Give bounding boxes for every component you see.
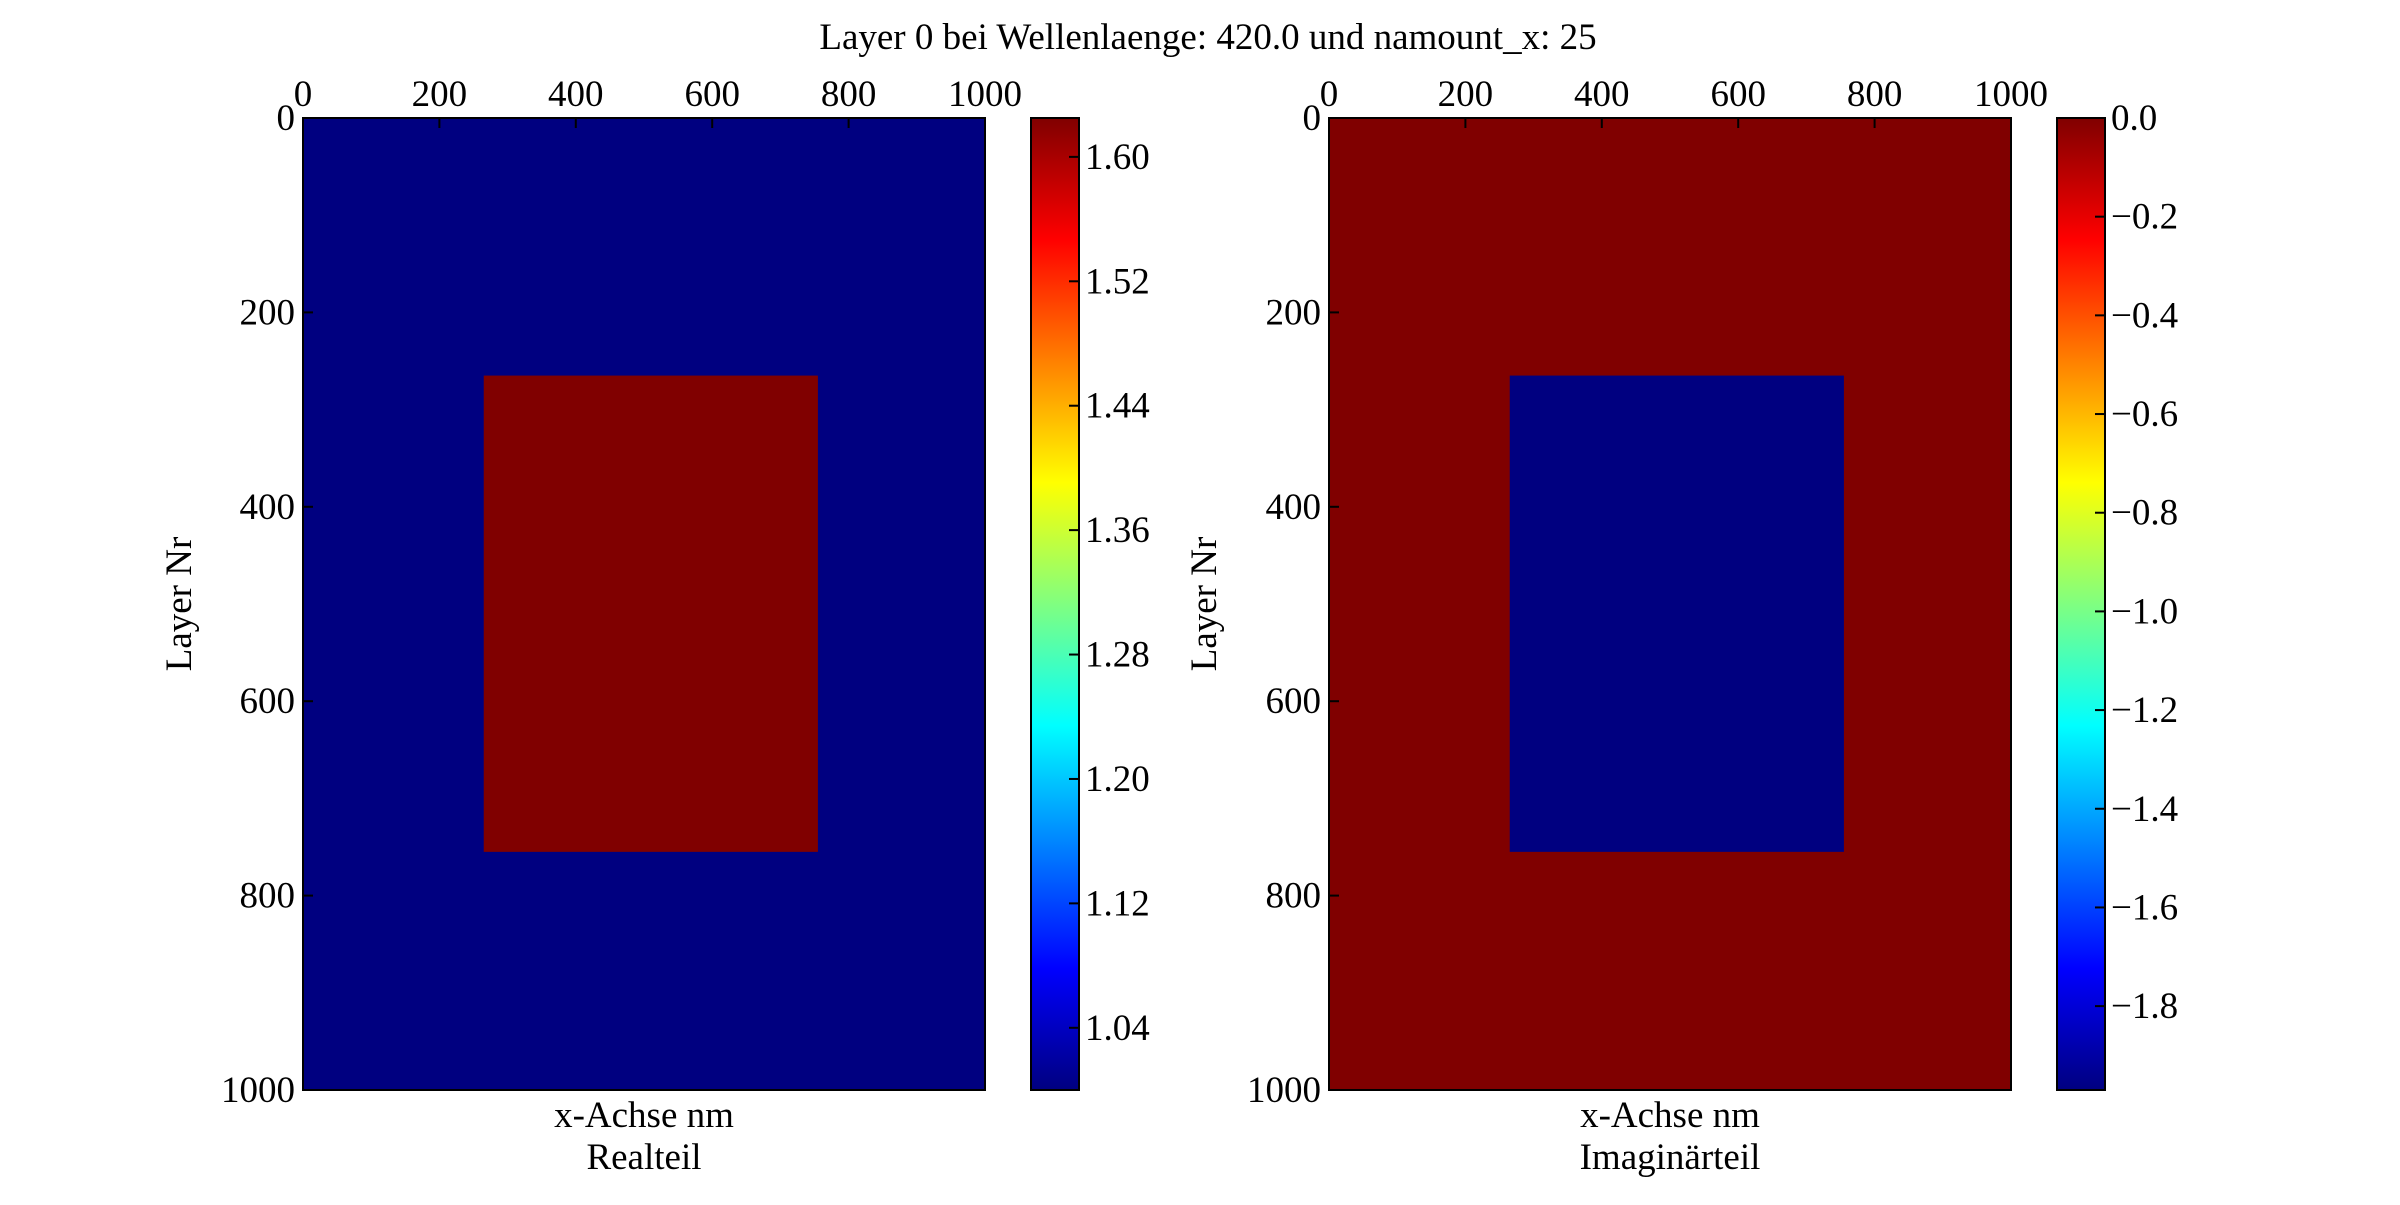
x-ticks <box>302 118 986 128</box>
colorbar-tick-label: −1.2 <box>2111 690 2178 731</box>
x-tick-label: 200 <box>1438 74 1494 115</box>
colorbar-tick-label: −1.8 <box>2111 986 2178 1027</box>
heatmap-inner-region <box>483 375 818 852</box>
x-tick-labels: 0 200 400 600 800 1000 <box>294 74 1022 115</box>
colorbar-tick-label: 1.12 <box>1085 883 1150 924</box>
y-ticks <box>1329 117 1339 1091</box>
colorbar <box>1030 117 1080 1091</box>
x-axis-label: x-Achse nm <box>1580 1095 1760 1136</box>
figure-title: Layer 0 bei Wellenlaenge: 420.0 und namo… <box>819 17 1596 58</box>
y-tick-label: 400 <box>1266 487 1322 528</box>
x-tick-label: 400 <box>1574 74 1630 115</box>
colorbar-tick-label: −0.8 <box>2111 493 2178 534</box>
y-tick-label: 0 <box>1303 98 1322 139</box>
y-tick-label: 1000 <box>221 1070 295 1111</box>
y-tick-label: 1000 <box>1247 1070 1321 1111</box>
chart-title: Realteil <box>586 1137 701 1178</box>
heatmap-inner-region <box>1509 375 1844 852</box>
y-ticks <box>303 117 313 1091</box>
y-tick-label: 600 <box>1266 681 1322 722</box>
colorbar-tick-label: 1.28 <box>1085 635 1150 676</box>
colorbar-tick-label: −0.2 <box>2111 197 2178 238</box>
x-tick-labels: 0 200 400 600 800 1000 <box>1320 74 2048 115</box>
x-tick-label: 400 <box>548 74 604 115</box>
x-axis-label: x-Achse nm <box>554 1095 734 1136</box>
colorbar-tick-label: 1.04 <box>1085 1008 1150 1049</box>
x-tick-label: 800 <box>821 74 877 115</box>
x-tick-label: 1000 <box>948 74 1022 115</box>
x-ticks <box>1328 118 2012 128</box>
heatmap-frame <box>302 117 986 1091</box>
y-tick-label: 0 <box>277 98 296 139</box>
heatmap-frame <box>1328 117 2012 1091</box>
x-tick-label: 0 <box>1320 74 1339 115</box>
y-tick-label: 800 <box>240 876 296 917</box>
y-tick-label: 200 <box>1266 292 1322 333</box>
colorbar-tick-label: −1.0 <box>2111 591 2178 632</box>
colorbar-tick-label: −1.4 <box>2111 789 2178 830</box>
colorbar-tick-label: 0.0 <box>2111 98 2157 139</box>
y-tick-label: 800 <box>1266 876 1322 917</box>
colorbar-tick-labels: 1.04 1.12 1.20 1.28 1.36 1.44 1.52 1.60 <box>1085 137 1150 1049</box>
x-tick-label: 0 <box>294 74 313 115</box>
chart-title: Imaginärteil <box>1580 1137 1761 1178</box>
colorbar-ticks <box>2095 117 2105 1008</box>
colorbar-tick-label: 1.44 <box>1085 386 1150 427</box>
y-tick-labels: 0 200 400 600 800 1000 <box>221 98 295 1111</box>
y-tick-label: 400 <box>240 487 296 528</box>
y-axis-label: Layer Nr <box>1184 537 1225 672</box>
heatmap-panel-imaginaerteil: 0 200 400 600 800 1000 0 200 400 600 800… <box>1184 74 2178 1178</box>
colorbar-tick-label: 1.52 <box>1085 261 1150 302</box>
x-tick-label: 600 <box>684 74 740 115</box>
y-tick-label: 600 <box>240 681 296 722</box>
colorbar-tick-label: −1.6 <box>2111 887 2178 928</box>
colorbar-tick-label: 1.20 <box>1085 759 1150 800</box>
x-tick-label: 200 <box>412 74 468 115</box>
colorbar-tick-label: 1.36 <box>1085 510 1150 551</box>
colorbar <box>2056 117 2106 1091</box>
colorbar-tick-label: −0.4 <box>2111 295 2178 336</box>
x-tick-label: 1000 <box>1974 74 2048 115</box>
colorbar-tick-label: −0.6 <box>2111 394 2178 435</box>
x-tick-label: 600 <box>1710 74 1766 115</box>
y-axis-label: Layer Nr <box>159 537 200 672</box>
heatmap-panel-realteil: 0 200 400 600 800 1000 0 200 400 600 800… <box>159 74 1150 1178</box>
y-tick-label: 200 <box>240 292 296 333</box>
x-tick-label: 800 <box>1847 74 1903 115</box>
colorbar-tick-labels: 0.0 −0.2 −0.4 −0.6 −0.8 −1.0 −1.2 −1.4 −… <box>2111 98 2178 1027</box>
colorbar-ticks <box>1069 155 1079 1029</box>
y-tick-labels: 0 200 400 600 800 1000 <box>1247 98 1321 1111</box>
colorbar-tick-label: 1.60 <box>1085 137 1150 178</box>
